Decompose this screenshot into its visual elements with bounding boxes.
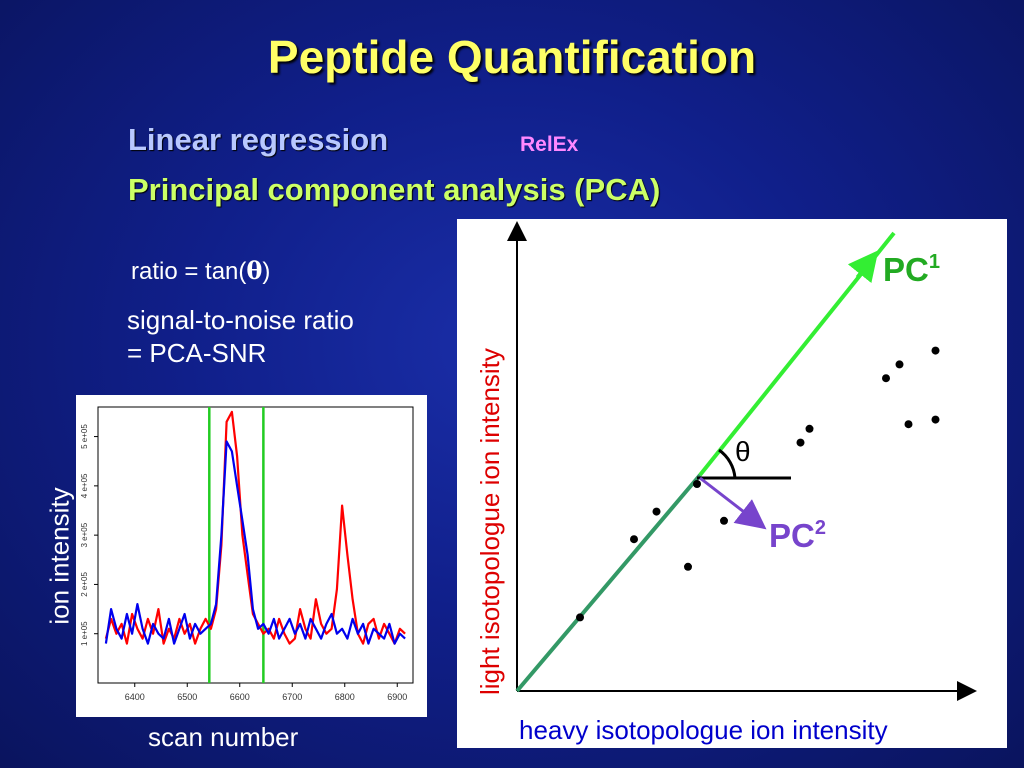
x-tick-label: 6700: [282, 692, 302, 702]
y-tick-label: 2 e+05: [80, 572, 89, 597]
scan-number-axis-label: scan number: [148, 722, 299, 752]
pca-scatter-panel: PC1 PC2 θ heavy isotopologue ion intensi…: [457, 219, 1007, 748]
snr-text: signal-to-noise ratio = PCA-SNR: [127, 304, 354, 370]
ratio-suffix: ): [262, 258, 271, 285]
y-tick-label: 5 e+05: [80, 424, 89, 449]
light-trace-line: [104, 410, 406, 645]
scatter-point: [693, 480, 701, 488]
linear-regression-heading: Linear regression: [128, 122, 389, 157]
scatter-point: [684, 562, 692, 571]
scatter-point: [882, 374, 890, 383]
x-tick-label: 6400: [125, 692, 145, 702]
light-axis-label: light isotopologue ion intensity: [475, 348, 505, 695]
pc2-label: PC2: [769, 517, 826, 554]
heavy-axis-label: heavy isotopologue ion intensity: [519, 715, 888, 745]
chromatogram-panel: 1 e+05 2 e+05 3 e+05 4 e+05 5 e+05 6400 6500 6…: [76, 395, 427, 717]
scatter-point: [720, 516, 728, 525]
x-tick-label: 6500: [177, 692, 197, 702]
pca-heading: Principal component analysis (PCA): [128, 172, 661, 207]
scatter-point: [805, 424, 814, 433]
ratio-theta: θ: [246, 256, 263, 285]
y-tick-label: 3 e+05: [80, 522, 89, 547]
y-tick-label: 1 e+05: [80, 621, 89, 646]
ion-intensity-axis-label: ion intensity: [44, 487, 75, 625]
theta-label: θ: [735, 436, 751, 467]
pc1-label: PC1: [883, 251, 940, 288]
chromatogram-frame: [97, 406, 414, 684]
x-tick-label: 6800: [335, 692, 355, 702]
pc2-arrow: [699, 476, 767, 530]
slide-title: Peptide Quantification: [267, 31, 757, 83]
snr-line-2: = PCA-SNR: [127, 338, 267, 368]
scatter-point: [652, 507, 661, 516]
y-tick-label: 4 e+05: [80, 473, 89, 498]
pca-scatter-plot: PC1 PC2 θ heavy isotopologue ion intensi…: [475, 221, 977, 745]
x-tick-label: 6600: [230, 692, 250, 702]
regression-line-lower: [515, 473, 702, 693]
heavy-trace-line: [104, 440, 406, 645]
chromatogram-plot: 1 e+05 2 e+05 3 e+05 4 e+05 5 e+05 6400 6500 6…: [80, 406, 414, 702]
snr-line-1: signal-to-noise ratio: [127, 305, 354, 335]
scatter-point: [931, 346, 940, 355]
scatter-point: [576, 613, 584, 622]
scatter-point: [895, 360, 904, 369]
ratio-formula: ratio = tan(θ): [131, 256, 270, 286]
scatter-point: [630, 535, 638, 544]
scatter-point: [904, 420, 913, 429]
pc1-arrow: [847, 250, 879, 284]
relex-label: RelEx: [520, 133, 579, 156]
scatter-point: [796, 438, 805, 447]
scatter-point: [931, 415, 940, 424]
x-tick-label: 6900: [387, 692, 407, 702]
theta-arc: [718, 448, 737, 479]
ratio-prefix: ratio = tan(: [131, 258, 247, 285]
